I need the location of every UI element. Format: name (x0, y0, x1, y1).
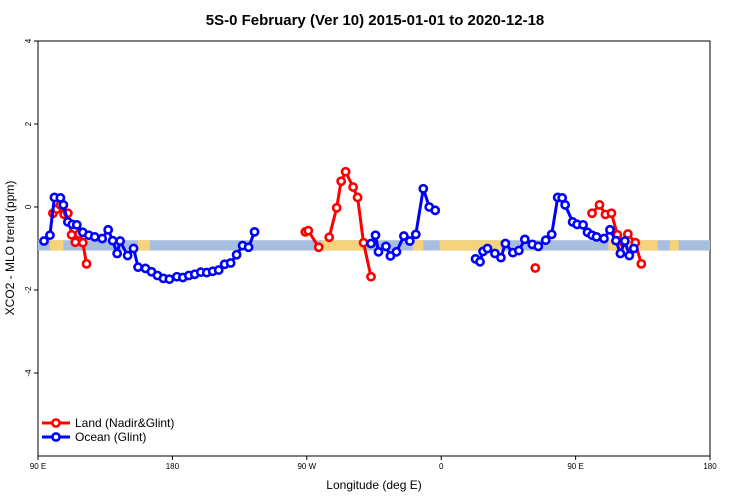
x-tick-label: 90 W (297, 462, 316, 471)
data-point (500, 238, 511, 249)
y-axis: -4 -2 0 2 4 (24, 38, 38, 377)
data-point (70, 237, 81, 248)
x-tick-label: 0 (439, 462, 444, 471)
y-tick-label: -2 (24, 286, 33, 294)
data-point (225, 258, 236, 268)
chart-title: 5S-0 February (Ver 10) 2015-01-01 to 202… (206, 12, 545, 29)
data-point (133, 262, 143, 273)
data-point (430, 205, 441, 216)
land-band-segment (412, 240, 424, 251)
x-tick-label: 180 (166, 462, 180, 471)
data-point (107, 235, 118, 246)
data-point (606, 208, 617, 219)
data-point (530, 263, 541, 273)
data-point (594, 200, 605, 210)
series-1 (39, 183, 639, 285)
data-point (611, 235, 621, 246)
data-point (605, 224, 615, 235)
y-tick-label: 4 (24, 38, 33, 43)
data-point (77, 237, 88, 248)
data-point (128, 243, 139, 254)
data-point (97, 233, 108, 244)
data-point (115, 236, 126, 246)
land-band-segment (669, 240, 679, 251)
y-tick-label: 0 (24, 204, 33, 209)
legend-label: Ocean (Glint) (75, 430, 146, 444)
y-tick-label: 2 (24, 121, 33, 126)
legend-marker (51, 432, 61, 442)
data-point (615, 248, 626, 259)
data-point (81, 258, 92, 269)
y-tick-label: -4 (24, 369, 33, 377)
data-point (122, 250, 133, 261)
land-band-segment (138, 240, 150, 251)
x-tick-label: 90 E (567, 462, 583, 471)
data-point (636, 258, 647, 269)
data-point (249, 226, 260, 237)
legend-label: Land (Nadir&Glint) (75, 416, 174, 430)
data-point (89, 231, 100, 242)
data-point (370, 230, 381, 241)
data-point (624, 250, 635, 261)
data-point (66, 229, 77, 240)
data-point (513, 245, 524, 256)
data-point (546, 229, 557, 240)
data-point (587, 208, 597, 219)
data-point (71, 219, 82, 230)
land-band-segment (49, 240, 64, 251)
data-point (348, 182, 358, 192)
data-point (560, 200, 571, 210)
data-point (410, 229, 421, 240)
series-layer (39, 166, 647, 285)
data-point (103, 224, 114, 235)
x-tick-label: 90 E (30, 462, 46, 471)
data-point (475, 256, 485, 267)
legend-marker (51, 418, 61, 428)
data-point (404, 236, 415, 246)
x-tick-label: 180 (703, 462, 717, 471)
data-point (340, 166, 351, 177)
data-point (381, 241, 391, 252)
data-point (366, 271, 376, 282)
data-point (352, 192, 363, 203)
data-point (324, 232, 335, 243)
data-point (418, 183, 429, 194)
land-band-segment (623, 240, 658, 251)
data-point (313, 242, 324, 253)
legend: Land (Nadir&Glint)Ocean (Glint) (42, 416, 174, 444)
data-point (366, 238, 376, 249)
data-point (58, 200, 69, 210)
data-point (628, 243, 639, 254)
x-axis: 90 E 180 90 W 0 90 E 180 (30, 456, 717, 471)
data-point (336, 176, 347, 187)
data-point (39, 236, 49, 246)
data-point (373, 246, 384, 257)
data-point (496, 252, 506, 263)
land-band-segment (439, 240, 501, 251)
data-point (482, 243, 493, 254)
data-point (619, 236, 630, 246)
data-point (303, 225, 314, 236)
data-point (578, 219, 588, 230)
data-point (45, 230, 55, 241)
data-point (540, 235, 551, 246)
data-point (231, 249, 242, 260)
land-band-segment (321, 240, 366, 251)
data-point (331, 202, 342, 213)
data-point (519, 234, 530, 245)
data-point (243, 242, 254, 253)
data-point (391, 246, 402, 257)
data-point (533, 241, 544, 252)
data-point (358, 237, 369, 248)
data-point (112, 248, 123, 259)
data-point (591, 231, 602, 242)
data-point (398, 231, 409, 241)
data-point (164, 274, 175, 285)
data-point (213, 265, 224, 275)
y-axis-label: XCO2 - MLO trend (ppm) (3, 181, 17, 316)
x-axis-label: Longitude (deg E) (326, 478, 421, 492)
data-point (599, 233, 609, 244)
